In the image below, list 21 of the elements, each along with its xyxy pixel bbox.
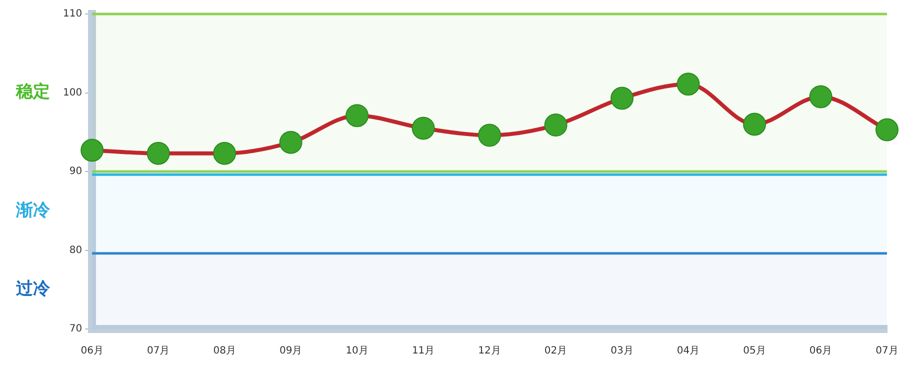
x-tick-label: 10月 xyxy=(346,346,368,357)
x-tick-label: 02月 xyxy=(544,346,568,357)
x-tick-label: 11月 xyxy=(412,346,435,357)
y-tick-label: 110 xyxy=(62,8,82,20)
x-tick-label: 03月 xyxy=(610,346,634,357)
x-tick-label: 12月 xyxy=(478,346,501,357)
y-tick-label: 80 xyxy=(69,244,82,256)
y-tick-label: 100 xyxy=(62,87,82,98)
x-tick-label: 05月 xyxy=(743,346,766,357)
y-tick-label: 70 xyxy=(69,324,82,335)
x-tick-label: 07月 xyxy=(146,346,170,357)
y-tick-label: 90 xyxy=(69,166,82,178)
band-label: 过冷 xyxy=(15,279,51,300)
band-label: 渐冷 xyxy=(15,200,51,220)
x-tick-label: 04月 xyxy=(676,346,700,357)
x-tick-label: 08月 xyxy=(213,346,236,357)
x-tick-label: 06月 xyxy=(809,346,832,357)
x-tick-label: 09月 xyxy=(279,346,302,357)
band-label: 稳定 xyxy=(15,82,50,102)
x-tick-label: 07月 xyxy=(876,346,898,357)
x-tick-label: 06月 xyxy=(80,346,104,357)
